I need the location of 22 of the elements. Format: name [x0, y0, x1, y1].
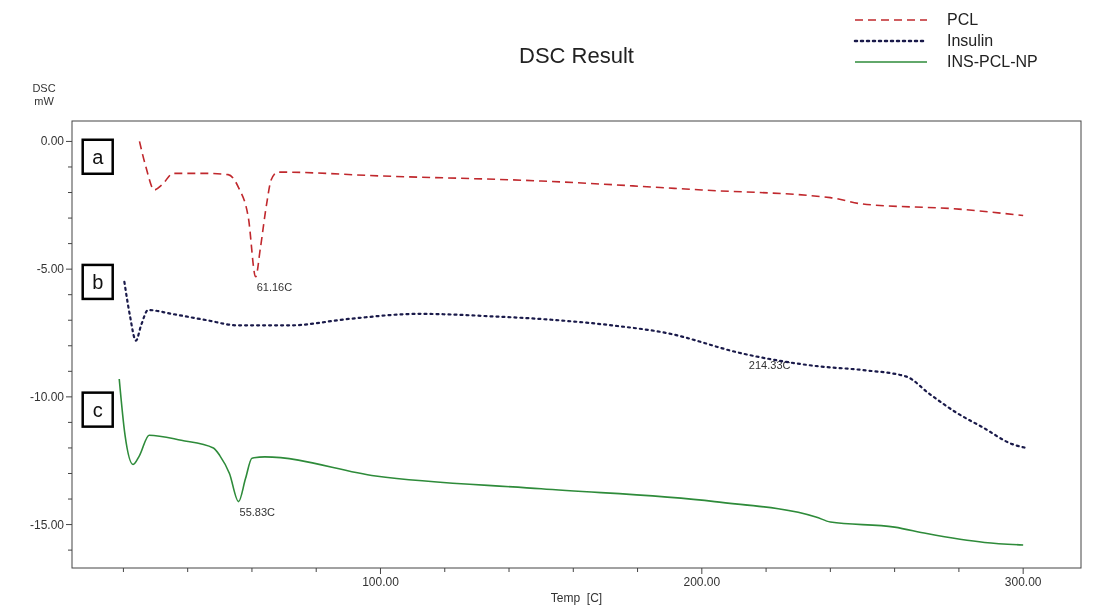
- y-tick-label: -10.00: [29, 389, 65, 404]
- y-axis-title: DSC mW: [32, 82, 56, 107]
- annotation: c: [92, 398, 103, 421]
- annotation: a: [92, 145, 105, 168]
- chart-title: DSC Result: [519, 43, 634, 68]
- x-tick-label: 300.00: [1004, 575, 1042, 589]
- legend-label: Insulin: [947, 32, 994, 49]
- y-tick-label: -5.00: [36, 262, 65, 277]
- annotation: 55.83C: [239, 505, 276, 518]
- x-tick-label: 200.00: [683, 575, 721, 589]
- line-series: [118, 378, 1024, 546]
- x-tick-label: 100.00: [362, 575, 400, 589]
- line-series: [138, 140, 1024, 278]
- line-series: [123, 280, 1028, 450]
- annotation: b: [92, 270, 104, 293]
- annotation: 61.16C: [256, 280, 293, 293]
- y-tick-label: 0.00: [40, 134, 65, 149]
- legend-label: INS-PCL-NP: [947, 53, 1038, 70]
- legend-label: PCL: [947, 11, 979, 28]
- x-axis-title: Temp [C]: [550, 591, 603, 605]
- annotation: 214.33C: [748, 358, 791, 371]
- y-tick-label: -15.00: [29, 517, 65, 532]
